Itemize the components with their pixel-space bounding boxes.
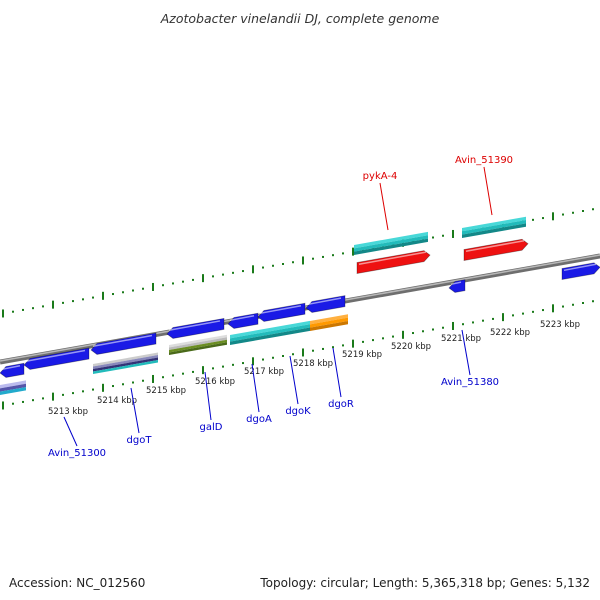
kbp-tick-label: 5216 kbp [195, 377, 235, 387]
gene-features [0, 216, 600, 395]
kbp-tick-label: 5223 kbp [540, 320, 580, 330]
label-dgoT: dgoT [127, 435, 153, 446]
leader-line [332, 347, 342, 398]
label-pykA-4: pykA-4 [363, 171, 398, 182]
label-avin-51300: Avin_51300 [48, 448, 106, 459]
kbp-tick-label: 5215 kbp [146, 386, 186, 396]
dgoR-orange-box [310, 314, 348, 331]
leader-line [130, 387, 140, 434]
leader-line [379, 182, 389, 231]
galD-multi-box [169, 334, 227, 355]
reverse-cds-gene [90, 332, 157, 355]
forward-cds-gene [561, 262, 600, 280]
dgoA-rna-box [230, 320, 310, 345]
leader-line [204, 371, 212, 421]
kbp-tick-label: 5219 kbp [342, 350, 382, 360]
accession-text: Accession: NC_012560 [9, 576, 145, 590]
leader-line [251, 363, 260, 413]
leader-line [289, 355, 299, 405]
kbp-tick-label: 5221 kbp [441, 334, 481, 344]
reverse-cds-gene [227, 312, 259, 329]
leader-line [483, 166, 493, 216]
label-avin-51390: Avin_51390 [455, 155, 513, 166]
map-title: Azotobacter vinelandii DJ, complete geno… [160, 11, 440, 26]
label-avin-51380: Avin_51380 [441, 377, 499, 388]
dgoT-multi-box [93, 352, 158, 374]
kbp-tick-label: 5218 kbp [293, 359, 333, 369]
label-dgoA: dgoA [246, 414, 272, 425]
avin-51390-gene [463, 238, 529, 261]
label-galD: galD [200, 422, 223, 433]
leader-line [63, 416, 78, 447]
genome-summary-text: Topology: circular; Length: 5,365,318 bp… [259, 576, 590, 590]
reverse-multi-box [0, 380, 26, 395]
reverse-cds-gene [448, 279, 466, 293]
kbp-tick-label: 5220 kbp [391, 342, 431, 352]
kbp-tick-label: 5217 kbp [244, 367, 284, 377]
reverse-cds-gene [305, 295, 346, 313]
pykA-4-rna-box [354, 231, 428, 255]
reverse-cds-gene [0, 362, 25, 378]
label-dgoK: dgoK [285, 406, 311, 417]
leader-line [461, 329, 471, 376]
kbp-tick-label: 5222 kbp [490, 328, 530, 338]
reverse-cds-gene [23, 347, 90, 370]
pykA-4-gene [356, 250, 431, 274]
avin-51390-rna-box [462, 216, 526, 238]
kbp-tick-label: 5213 kbp [48, 407, 88, 417]
lower-tick-track [2, 300, 594, 410]
reverse-cds-gene [257, 302, 306, 322]
kbp-tick-labels: 5213 kbp 5214 kbp 5215 kbp 5216 kbp 5217 kbp… [48, 320, 580, 417]
kbp-tick-label: 5214 kbp [97, 396, 137, 406]
gene-labels: pykA-4 Avin_51390 Avin_51300 dgoT galD dgoA dg… [48, 155, 513, 459]
reverse-cds-gene [166, 317, 225, 339]
label-dgoR: dgoR [328, 399, 354, 410]
